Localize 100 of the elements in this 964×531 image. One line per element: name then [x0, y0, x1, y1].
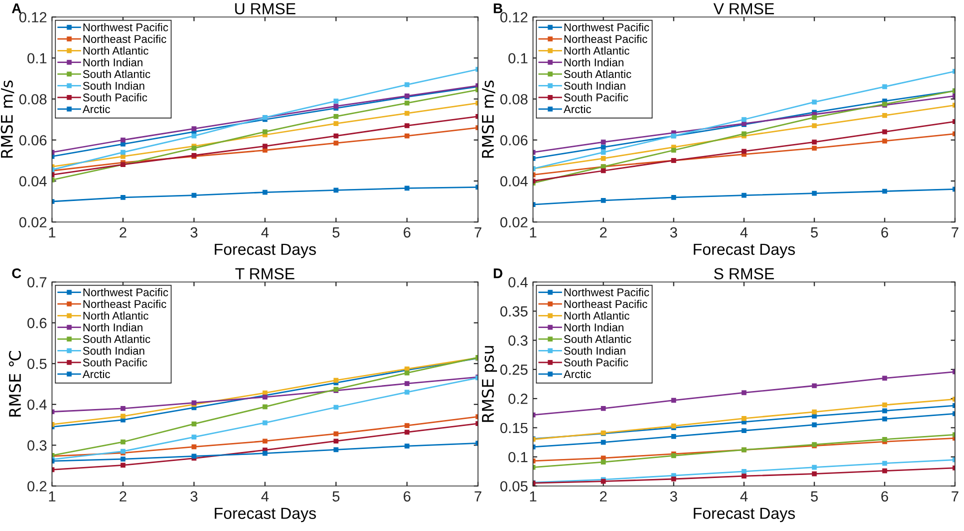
x-axis-title: Forecast Days — [694, 244, 795, 258]
legend-label: South Indian — [83, 82, 144, 90]
legend-label: South Indian — [564, 82, 626, 90]
x-tick-label: 5 — [332, 227, 340, 238]
x-tick-label: 5 — [810, 227, 818, 238]
chart-title: T RMSE — [235, 268, 294, 280]
legend-label: South Indian — [83, 346, 144, 355]
x-tick-label: 3 — [190, 227, 198, 238]
legend-label: Arctic — [564, 370, 592, 378]
legend-label: Northeast Pacific — [564, 34, 648, 43]
x-tick-label: 1 — [49, 227, 56, 238]
x-tick-label: 4 — [261, 491, 269, 502]
y-tick-label: 0.2 — [27, 481, 46, 492]
legend-label: Arctic — [564, 104, 592, 114]
y-tick-label: 0.04 — [19, 176, 47, 186]
y-tick-label: 0.4 — [27, 400, 47, 410]
text: D — [494, 268, 502, 278]
x-tick-label: 3 — [190, 491, 198, 502]
legend-label: North Indian — [83, 58, 142, 66]
legend-label: South Pacific — [83, 93, 148, 102]
x-axis-title: Forecast Days — [694, 508, 795, 522]
y-tick-label: 0.3 — [508, 335, 528, 346]
legend-label: South Pacific — [83, 358, 148, 366]
x-axis-title: Forecast Days — [214, 244, 316, 258]
x-tick-label: 6 — [881, 491, 888, 502]
y-tick-label: 0.3 — [27, 440, 46, 451]
x-tick-label: 1 — [530, 227, 536, 238]
y-tick-label: 0.06 — [500, 135, 528, 146]
legend-label: South Atlantic — [564, 334, 632, 344]
chart-title: S RMSE — [714, 268, 774, 280]
legend-label: Northwest Pacific — [564, 23, 650, 32]
y-tick-label: 0.15 — [500, 422, 528, 434]
y-tick-label: 0.05 — [500, 481, 528, 492]
x-tick-label: 4 — [261, 227, 269, 238]
legend-label: Northwest Pacific — [564, 288, 650, 296]
y-tick-label: 0.12 — [19, 12, 46, 22]
y-tick-label: 0.1 — [27, 53, 46, 64]
legend-label: Northeast Pacific — [83, 300, 166, 308]
legend-label: South Pacific — [564, 93, 628, 102]
x-tick-label: 6 — [404, 491, 410, 502]
y-axis-title: RMSE m/s — [0, 80, 14, 158]
x-tick-label: 6 — [404, 227, 410, 238]
x-tick-label: 2 — [120, 227, 126, 238]
x-tick-label: 7 — [474, 227, 482, 238]
x-tick-label: 4 — [740, 227, 748, 238]
legend-label: North Atlantic — [564, 46, 630, 55]
y-tick-label: 0.08 — [500, 94, 528, 104]
x-tick-label: 4 — [740, 491, 748, 502]
x-tick-label: 2 — [600, 227, 607, 238]
legend-label: South Atlantic — [83, 334, 150, 344]
legend-label: Arctic — [82, 104, 110, 114]
y-tick-label: 0.04 — [500, 176, 528, 186]
legend-label: North Atlantic — [564, 311, 630, 320]
x-tick-label: 2 — [120, 491, 126, 502]
y-tick-label: 0.5 — [27, 358, 47, 370]
legend-label: South Atlantic — [83, 70, 150, 78]
y-tick-label: 0.02 — [500, 217, 528, 228]
y-tick-label: 0.1 — [508, 452, 528, 462]
legend-label: Northwest Pacific — [83, 23, 168, 32]
y-axis-title: RMSE m/s — [482, 80, 496, 158]
chart-title: V RMSE — [713, 3, 774, 14]
text: B — [494, 4, 502, 14]
x-tick-label: 5 — [332, 491, 340, 502]
legend-label: South Atlantic — [564, 70, 632, 78]
legend-label: South Indian — [564, 346, 626, 355]
legend-label: North Indian — [564, 323, 624, 332]
y-tick-label: 0.12 — [500, 12, 528, 22]
x-tick-label: 7 — [952, 227, 958, 238]
x-tick-label: 1 — [530, 491, 536, 502]
text: C — [12, 268, 22, 278]
legend-label: North Atlantic — [83, 311, 148, 320]
y-tick-label: 0.1 — [508, 53, 528, 64]
x-tick-label: 7 — [474, 491, 482, 502]
x-tick-label: 3 — [670, 227, 678, 238]
y-tick-label: 0.6 — [27, 318, 46, 328]
legend-label: Northeast Pacific — [564, 300, 648, 308]
x-tick-label: 3 — [670, 491, 678, 502]
x-tick-label: 6 — [881, 227, 888, 238]
y-tick-label: 0.2 — [508, 394, 528, 404]
chart-title: U RMSE — [235, 3, 296, 14]
x-tick-label: 1 — [49, 491, 56, 502]
legend-label: North Atlantic — [83, 46, 148, 55]
legend-label: North Indian — [564, 58, 624, 66]
y-axis-title: RMSE ℃ — [8, 351, 21, 416]
legend-label: Northeast Pacific — [83, 34, 166, 43]
legend-label: South Pacific — [564, 358, 628, 366]
legend-label: Northwest Pacific — [83, 288, 168, 296]
y-tick-label: 0.02 — [19, 217, 46, 228]
legend-label: North Indian — [83, 323, 142, 332]
y-tick-label: 0.25 — [500, 364, 528, 375]
y-tick-label: 0.08 — [19, 94, 47, 104]
y-tick-label: 0.06 — [19, 135, 46, 146]
y-tick-label: 0.7 — [27, 277, 46, 288]
y-axis-title: RMSE psu — [482, 346, 497, 422]
y-tick-label: 0.35 — [500, 306, 528, 317]
x-tick-label: 2 — [600, 491, 607, 502]
text: A — [12, 4, 22, 14]
y-tick-label: 0.4 — [508, 277, 528, 288]
x-tick-label: 7 — [952, 491, 958, 502]
x-tick-label: 5 — [810, 491, 818, 502]
